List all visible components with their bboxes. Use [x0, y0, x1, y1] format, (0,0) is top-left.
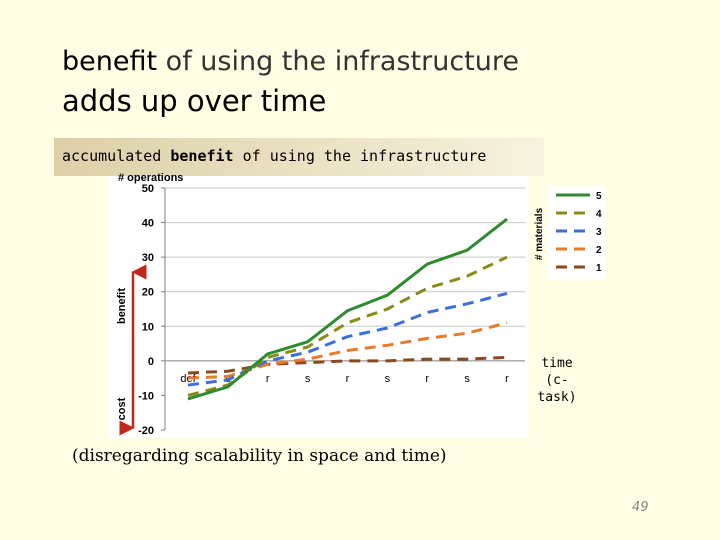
- x-axis-label-time: time: [541, 356, 573, 371]
- category-label: s: [305, 373, 311, 385]
- y-axis-title-benefit: benefit: [116, 288, 128, 324]
- category-label: r: [266, 373, 270, 385]
- y-tick-label: 20: [142, 287, 154, 299]
- subtitle-band: [54, 138, 544, 176]
- slide-title-line1: benefit of using the infrastructure: [62, 46, 519, 77]
- y-tick-labels: 50 40 30 20 10 0 -10 -20: [138, 183, 154, 437]
- category-label: r: [505, 373, 509, 385]
- page-number: 49: [632, 500, 649, 515]
- title-rest: using the infrastructure: [200, 46, 519, 77]
- y-axis-title-operations: # operations: [118, 172, 183, 184]
- x-axis-label-unit: (c-task): [537, 373, 577, 405]
- y-tick-label: -10: [138, 390, 154, 402]
- legend-title: # materials: [534, 207, 545, 260]
- legend-label-5: 5: [596, 191, 602, 202]
- axes: [161, 187, 525, 431]
- legend-label-2: 2: [596, 245, 602, 256]
- series-line-5: [187, 217, 508, 401]
- category-label: r: [346, 373, 350, 385]
- series-line-2: [187, 321, 508, 380]
- title-word-of: of: [165, 46, 192, 77]
- legend: 5 4 3 2 1: [556, 191, 602, 274]
- legend-label-3: 3: [596, 227, 602, 238]
- slide-title-line2: adds up over time: [62, 84, 327, 118]
- y-tick-label: 40: [142, 218, 154, 230]
- subtitle-word-accumulated: accumulated: [62, 147, 162, 165]
- category-label: s: [385, 373, 391, 385]
- series-lines: [187, 217, 508, 401]
- legend-background: [548, 186, 606, 280]
- chart-subtitle: accumulated benefit of using the infrast…: [62, 147, 486, 165]
- y-tick-label: 50: [142, 183, 154, 195]
- chart-background: [108, 176, 528, 438]
- legend-label-4: 4: [596, 209, 602, 220]
- subtitle-word-benefit: benefit: [170, 147, 234, 165]
- series-line-3: [187, 291, 508, 387]
- legend-label-1: 1: [596, 263, 602, 274]
- y-tick-label: 10: [142, 321, 154, 333]
- y-tick-label: 0: [148, 356, 154, 368]
- series-line-1: [187, 355, 508, 375]
- title-word-benefit: benefit: [62, 46, 158, 77]
- y-tick-label: 30: [142, 252, 154, 264]
- footnote: (disregarding scalability in space and t…: [72, 446, 447, 466]
- y-axis-title-cost: cost: [116, 397, 128, 420]
- axis-labels: # operations benefit cost # materials: [116, 172, 545, 436]
- category-label: r: [425, 373, 429, 385]
- category-label: s: [464, 373, 470, 385]
- subtitle-rest: of using the infrastructure: [242, 147, 487, 165]
- grid-lines: [165, 187, 525, 327]
- y-tick-label: -20: [138, 425, 154, 437]
- x-axis-label: time (c-task): [526, 355, 588, 406]
